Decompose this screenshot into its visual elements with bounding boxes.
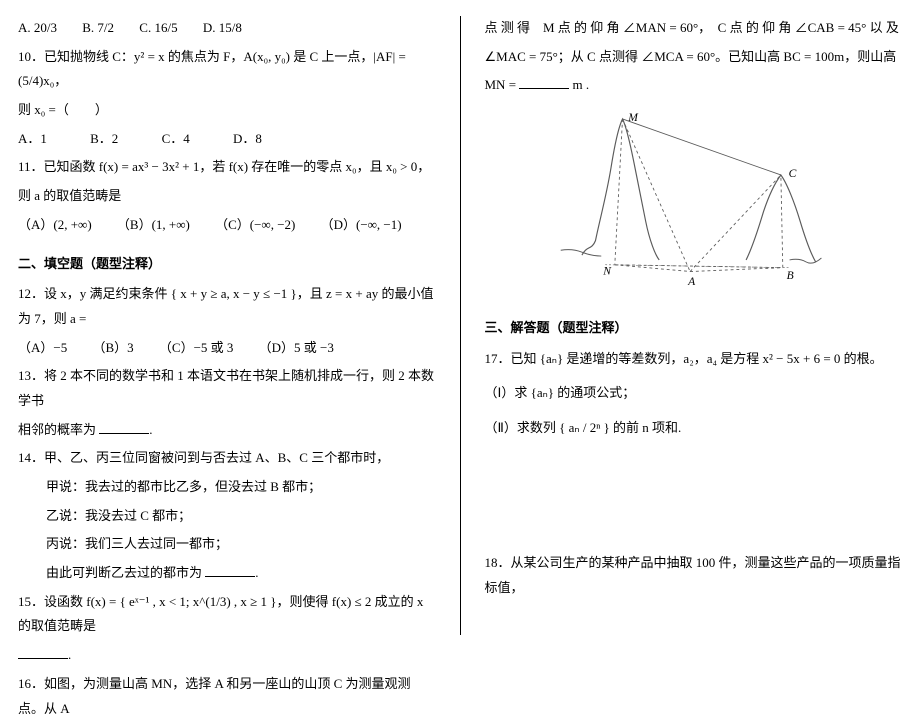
- q14-d-text: 由此可判断乙去过的都市为: [46, 565, 202, 580]
- q12-opt-d: （D）5 或 −3: [259, 340, 334, 355]
- q11-line1: 11．已知函数 f(x) = ax³ − 3x² + 1，若 f(x) 存在唯一…: [18, 155, 436, 180]
- q12-line1: 12．设 x，y 满足约束条件 { x + y ≥ a, x − y ≤ −1 …: [18, 282, 436, 331]
- section-3-title: 三、解答题（题型注释）: [485, 316, 903, 341]
- q15-blank: [18, 646, 68, 659]
- q14-b: 乙说：我没去过 C 都市；: [46, 504, 436, 529]
- svg-text:M: M: [628, 111, 640, 124]
- q9-opt-a: A. 20/3: [18, 20, 57, 35]
- q14-blank: [205, 564, 255, 577]
- q15-line1: 15．设函数 f(x) = { eˣ⁻¹ , x < 1; x^(1/3) , …: [18, 590, 436, 639]
- q10-options: A．1 B．2 C．4 D．8: [18, 127, 436, 152]
- q14-c: 丙说：我们三人去过同一都市；: [46, 532, 436, 557]
- q11-line2: 则 a 的取值范畴是: [18, 184, 436, 209]
- q16-mn-suffix: m .: [573, 77, 590, 92]
- q11-opt-c: （C）(−∞, −2): [215, 217, 295, 232]
- q12-options: （A）−5 （B）3 （C）−5 或 3 （D）5 或 −3: [18, 336, 436, 361]
- q9-opt-b: B. 7/2: [82, 20, 114, 35]
- q17-line3: （Ⅱ）求数列 { aₙ / 2ⁿ } 的前 n 项和.: [485, 416, 903, 441]
- q12-opt-b: （B）3: [92, 340, 133, 355]
- q10-line2: 则 x₀ =（ ）: [18, 98, 436, 123]
- svg-text:A: A: [687, 275, 696, 288]
- q10-line1: 10．已知抛物线 C：y² = x 的焦点为 F，A(x₀, y₀) 是 C 上…: [18, 45, 436, 94]
- q11-opt-d: （D）(−∞, −1): [321, 217, 402, 232]
- q17-line2: （Ⅰ）求 {aₙ} 的通项公式；: [485, 381, 903, 406]
- q10-opt-a: A．1: [18, 131, 47, 146]
- page: A. 20/3 B. 7/2 C. 16/5 D. 15/8 10．已知抛物线 …: [18, 16, 902, 635]
- q18-line1: 18．从某公司生产的某种产品中抽取 100 件，测量这些产品的一项质量指标值，: [485, 551, 903, 600]
- q16-blank: [519, 76, 569, 89]
- q14-d: 由此可判断乙去过的都市为 .: [46, 561, 436, 586]
- q13-line1: 13．将 2 本不同的数学书和 1 本语文书在书架上随机排成一行，则 2 本数学…: [18, 364, 436, 413]
- column-right: 点 测 得 M 点 的 仰 角 ∠MAN = 60°， C 点 的 仰 角 ∠C…: [485, 16, 903, 635]
- q10-opt-b: B．2: [90, 131, 118, 146]
- q11-options: （A）(2, +∞) （B）(1, +∞) （C）(−∞, −2) （D）(−∞…: [18, 213, 436, 238]
- q11-opt-a: （A）(2, +∞): [18, 217, 92, 232]
- q9-opt-c: C. 16/5: [139, 20, 177, 35]
- column-left: A. 20/3 B. 7/2 C. 16/5 D. 15/8 10．已知抛物线 …: [18, 16, 436, 635]
- q9-opt-d: D. 15/8: [203, 20, 242, 35]
- q16-cont-2: ∠MAC = 75°；从 C 点测得 ∠MCA = 60°。已知山高 BC = …: [485, 45, 903, 70]
- q12-opt-a: （A）−5: [18, 340, 67, 355]
- q14-line1: 14．甲、乙、丙三位同窗被问到与否去过 A、B、C 三个都市时，: [18, 446, 436, 471]
- q14-a: 甲说：我去过的都市比乙多，但没去过 B 都市；: [46, 475, 436, 500]
- q11-opt-b: （B）(1, +∞): [117, 217, 190, 232]
- q16-mn-prefix: MN =: [485, 77, 520, 92]
- q10-opt-c: C．4: [162, 131, 190, 146]
- svg-text:C: C: [789, 167, 797, 180]
- q16-cont-3: MN = m .: [485, 73, 903, 98]
- q15-blank-line: .: [18, 643, 436, 668]
- q16-line1: 16．如图，为测量山高 MN，选择 A 和另一座山的山顶 C 为测量观测点。从 …: [18, 672, 436, 721]
- svg-text:B: B: [787, 269, 794, 282]
- q17-line1: 17．已知 {aₙ} 是递增的等差数列，a₂，a₄ 是方程 x² − 5x + …: [485, 347, 903, 372]
- q13-line2: 相邻的概率为 .: [18, 418, 436, 443]
- q10-opt-d: D．8: [233, 131, 262, 146]
- section-2-title: 二、填空题（题型注释）: [18, 252, 436, 277]
- svg-text:N: N: [602, 264, 612, 277]
- q16-cont-1: 点 测 得 M 点 的 仰 角 ∠MAN = 60°， C 点 的 仰 角 ∠C…: [485, 16, 903, 41]
- q9-options: A. 20/3 B. 7/2 C. 16/5 D. 15/8: [18, 16, 436, 41]
- q13-line2-text: 相邻的概率为: [18, 422, 96, 437]
- mountain-diagram: M N A B C: [553, 102, 833, 302]
- column-divider: [460, 16, 461, 635]
- q13-blank: [99, 421, 149, 434]
- q12-opt-c: （C）−5 或 3: [159, 340, 234, 355]
